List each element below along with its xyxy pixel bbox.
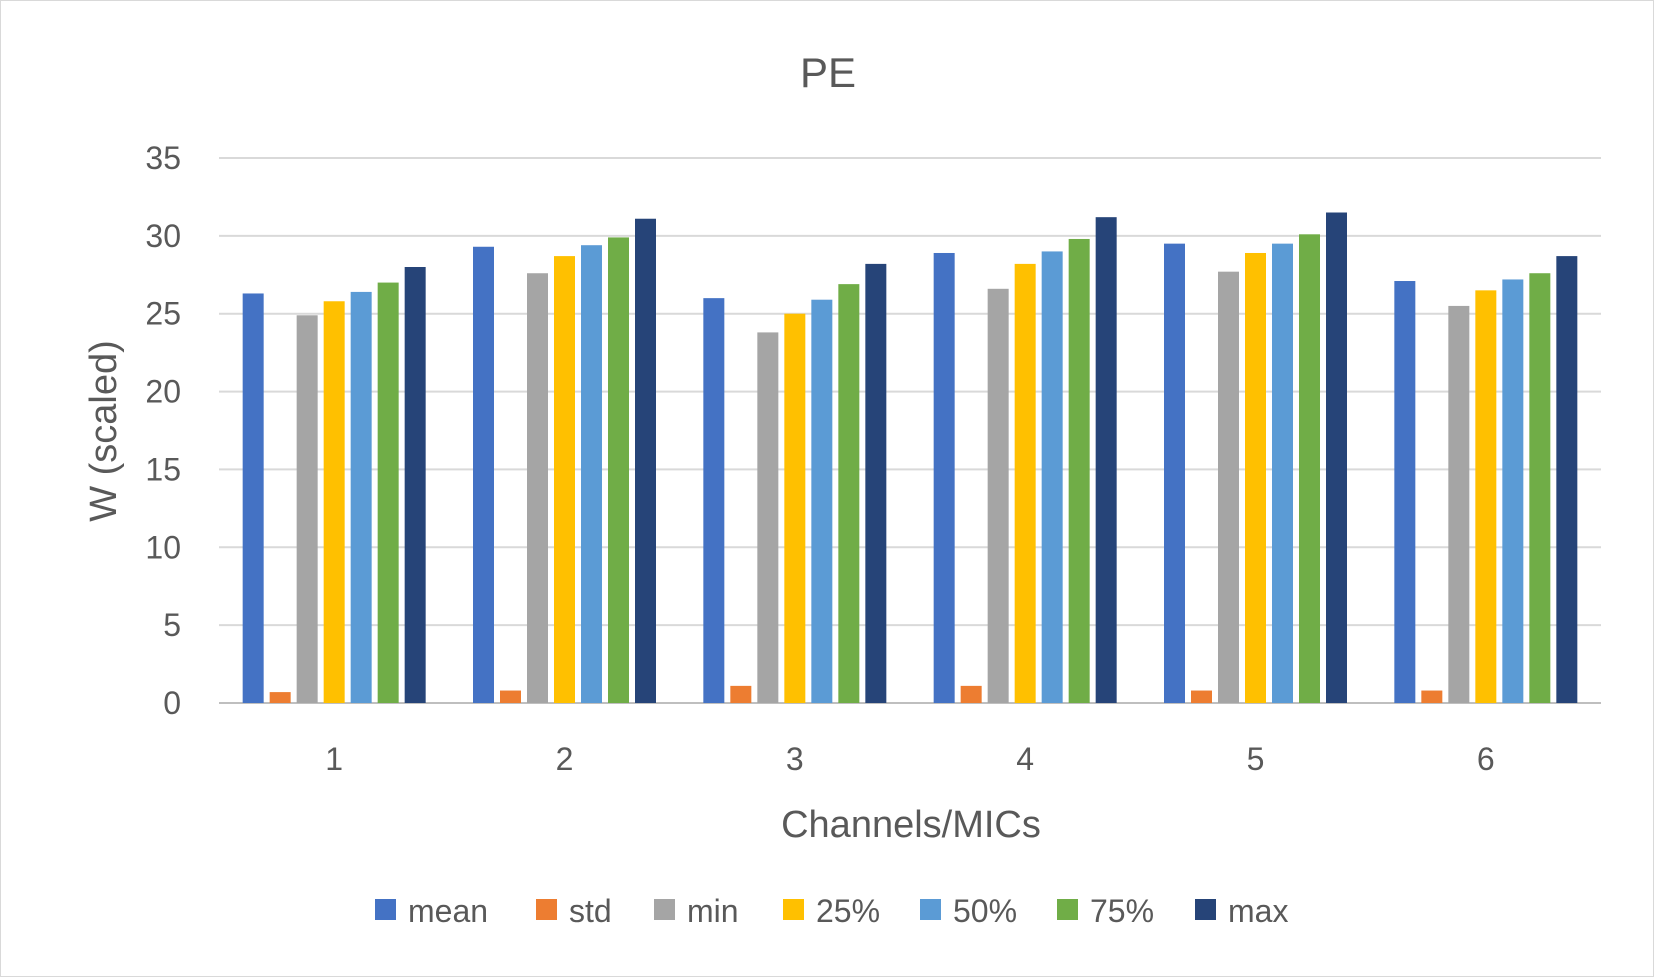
bar-50pct-ch4	[1041, 251, 1063, 703]
bar-75pct-ch4	[1068, 238, 1090, 703]
x-tick-label: 5	[1247, 741, 1265, 777]
x-tick-label: 6	[1477, 741, 1495, 777]
bar-75pct-ch5	[1299, 234, 1320, 704]
bar-25pct-ch2	[554, 256, 575, 703]
legend-swatch	[1057, 899, 1078, 920]
bar-max-ch1	[404, 267, 426, 703]
legend-swatch	[920, 899, 941, 920]
x-tick-label: 2	[556, 741, 574, 777]
legend-swatch	[654, 899, 675, 920]
bar-50pct-ch5	[1272, 243, 1293, 703]
legend-swatch	[536, 899, 557, 920]
y-tick-label: 25	[145, 296, 181, 332]
bar-mean-ch5	[1164, 243, 1185, 703]
y-tick-label: 0	[163, 685, 181, 721]
bar-min-ch5	[1218, 271, 1239, 703]
bar-75pct-ch6	[1529, 273, 1551, 703]
legend-label: max	[1228, 893, 1288, 929]
y-tick-label: 30	[145, 218, 181, 254]
x-axis-title: Channels/MICs	[781, 804, 1041, 846]
bar-max-ch6	[1556, 256, 1578, 703]
y-tick-label: 10	[145, 529, 181, 565]
y-tick-label: 15	[145, 451, 181, 487]
bar-max-ch5	[1326, 212, 1347, 703]
x-tick-label: 3	[786, 741, 804, 777]
bar-25pct-ch6	[1475, 290, 1497, 703]
bar-std-ch4	[960, 685, 982, 703]
legend-swatch	[1195, 899, 1216, 920]
legend-swatch	[375, 899, 396, 920]
bar-std-ch6	[1421, 690, 1443, 703]
bar-mean-ch1	[242, 293, 264, 703]
bar-min-ch4	[987, 288, 1009, 703]
bar-25pct-ch4	[1014, 263, 1036, 703]
bar-75pct-ch3	[838, 284, 860, 703]
bar-mean-ch2	[473, 246, 494, 703]
bar-min-ch2	[527, 273, 548, 703]
legend-label: min	[687, 893, 739, 929]
chart-title: PE	[800, 49, 856, 96]
gridlines	[219, 157, 1601, 704]
bar-std-ch5	[1191, 690, 1212, 703]
bar-50pct-ch2	[581, 245, 602, 703]
bar-mean-ch6	[1394, 281, 1416, 703]
bar-50pct-ch3	[811, 299, 833, 703]
legend-label: mean	[408, 893, 488, 929]
bar-std-ch1	[269, 692, 291, 703]
y-tick-label: 20	[145, 374, 181, 410]
bar-25pct-ch1	[323, 301, 345, 703]
bar-max-ch3	[865, 263, 887, 703]
legend-swatch	[783, 899, 804, 920]
y-axis-ticks: 0 5 10 15 20 25 30 35	[145, 140, 181, 721]
bar-50pct-ch1	[350, 291, 372, 703]
bar-min-ch1	[296, 315, 318, 703]
bar-mean-ch4	[933, 252, 955, 703]
legend-label: 25%	[816, 893, 880, 929]
x-tick-label: 1	[325, 741, 343, 777]
bar-std-ch2	[500, 690, 521, 703]
bar-25pct-ch3	[784, 313, 806, 703]
bar-max-ch4	[1095, 217, 1117, 703]
legend-label: 75%	[1090, 893, 1154, 929]
x-tick-label: 4	[1016, 741, 1034, 777]
x-axis-ticks: 1 2 3 4 5 6	[325, 741, 1494, 777]
bar-min-ch3	[757, 332, 779, 703]
legend-label: std	[569, 893, 612, 929]
bars	[242, 212, 1578, 704]
y-axis-title: W (scaled)	[83, 340, 125, 522]
bar-75pct-ch2	[608, 237, 629, 703]
y-tick-label: 5	[163, 607, 181, 643]
bar-25pct-ch5	[1245, 252, 1266, 703]
bar-min-ch6	[1448, 305, 1470, 703]
legend-label: 50%	[953, 893, 1017, 929]
bar-mean-ch3	[703, 298, 725, 703]
y-tick-label: 35	[145, 140, 181, 176]
bar-max-ch2	[635, 218, 656, 703]
bar-75pct-ch1	[377, 282, 399, 703]
bar-std-ch3	[730, 685, 752, 703]
legend: mean std min 25% 50% 75% max	[375, 893, 1288, 929]
bar-50pct-ch6	[1502, 279, 1524, 703]
